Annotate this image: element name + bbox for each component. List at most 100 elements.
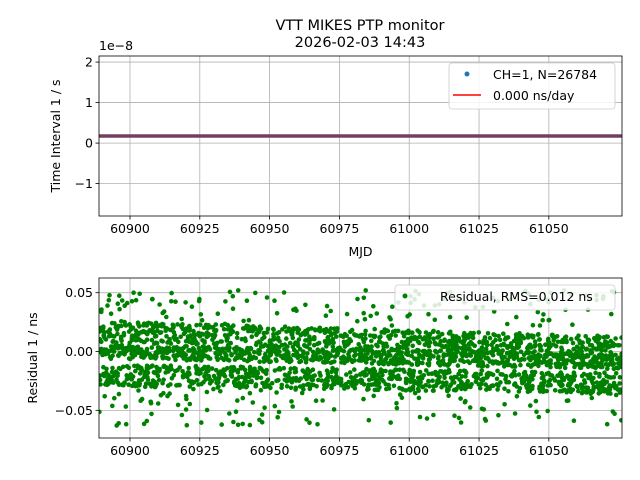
residual-point <box>310 374 316 379</box>
x-tick-label: 60975 <box>320 443 360 458</box>
residual-point <box>529 386 535 392</box>
residual-point <box>593 370 598 376</box>
residual-outlier-point <box>241 318 246 324</box>
residual-point <box>265 377 271 383</box>
residual-point <box>440 380 445 386</box>
residual-point <box>373 354 379 359</box>
residual-point <box>468 353 474 358</box>
residual-outlier-point <box>149 411 154 417</box>
residual-outlier-point <box>588 391 593 397</box>
residual-outlier-point <box>139 396 145 402</box>
residual-point <box>257 324 263 330</box>
residual-point <box>575 361 581 367</box>
residual-point <box>363 328 368 334</box>
residual-point <box>330 344 336 350</box>
top-axes: 60900 60925 60950 60975 61000 61025 61050 −1 0 1 2… <box>48 38 623 259</box>
residual-point <box>461 359 467 365</box>
residual-point <box>360 347 366 353</box>
residual-point <box>495 360 500 366</box>
residual-point <box>244 383 250 389</box>
residual-point <box>305 351 310 356</box>
residual-point <box>99 382 103 387</box>
y-tick-label: 2 <box>85 55 93 70</box>
residual-outlier-point <box>246 317 252 323</box>
residual-point <box>544 371 549 377</box>
residual-outlier-point <box>323 313 329 319</box>
residual-point <box>463 370 469 376</box>
residual-outlier-point <box>257 417 262 423</box>
residual-point <box>583 334 588 339</box>
residual-point <box>524 350 529 356</box>
residual-point <box>479 345 485 350</box>
residual-point <box>293 340 298 345</box>
residual-point <box>332 326 337 332</box>
residual-outlier-point <box>133 383 138 389</box>
residual-outlier-point <box>540 317 545 323</box>
residual-point <box>551 376 557 381</box>
residual-point <box>360 336 366 342</box>
residual-outlier-point <box>115 301 121 307</box>
residual-point <box>182 327 188 332</box>
residual-point <box>181 354 187 360</box>
residual-point <box>132 363 137 369</box>
residual-point <box>130 325 136 331</box>
residual-point <box>567 352 572 358</box>
residual-outlier-point <box>164 314 169 320</box>
residual-point <box>333 348 338 353</box>
y-tick-label: −0.05 <box>55 403 93 418</box>
residual-point <box>546 336 551 342</box>
residual-point <box>265 326 271 332</box>
residual-point <box>301 330 307 336</box>
residual-outlier-point <box>514 394 520 399</box>
residual-point <box>177 365 182 370</box>
residual-point <box>567 374 573 380</box>
residual-point <box>448 375 454 381</box>
residual-point <box>459 374 465 379</box>
residual-point <box>115 331 120 337</box>
residual-point <box>296 337 302 342</box>
residual-point <box>532 339 538 344</box>
residual-point <box>514 341 520 347</box>
residual-point <box>506 389 511 394</box>
residual-point <box>366 377 372 383</box>
residual-point <box>431 336 436 342</box>
residual-point <box>576 388 581 394</box>
residual-outlier-point <box>424 416 430 421</box>
residual-outlier-point <box>533 398 539 404</box>
residual-point <box>425 361 431 367</box>
residual-point <box>521 335 527 341</box>
residual-outlier-point <box>570 322 575 328</box>
y-tick-label: 0.05 <box>65 285 93 300</box>
residual-outlier-point <box>505 321 510 327</box>
residual-point <box>397 367 403 373</box>
residual-point <box>598 342 603 347</box>
residual-point <box>400 330 406 336</box>
axes-frame <box>98 55 623 217</box>
residual-point <box>271 326 276 332</box>
residual-point <box>600 353 606 359</box>
residual-outlier-point <box>179 316 184 322</box>
residual-point <box>187 326 192 331</box>
residual-point <box>542 378 547 383</box>
residual-point <box>285 344 290 349</box>
residual-outlier-point <box>106 297 112 303</box>
x-tick-label: 60900 <box>110 221 150 236</box>
residual-point <box>501 341 507 347</box>
residual-point <box>169 376 175 381</box>
residual-point <box>341 348 347 354</box>
residual-point <box>441 338 447 344</box>
chart-title: VTT MIKES PTP monitor <box>276 18 445 34</box>
residual-point <box>269 380 275 386</box>
residual-point <box>218 339 223 344</box>
residual-point <box>205 354 211 360</box>
residual-outlier-point <box>275 415 281 420</box>
residual-point <box>272 368 278 373</box>
residual-point <box>243 379 249 384</box>
residual-point <box>178 334 183 340</box>
legend: CH=1, N=26784 0.000 ns/day <box>448 62 616 110</box>
residual-point <box>110 365 115 371</box>
residual-point <box>280 327 285 332</box>
residual-point <box>422 348 427 354</box>
residual-outlier-point <box>272 403 278 409</box>
residual-point <box>233 376 239 382</box>
